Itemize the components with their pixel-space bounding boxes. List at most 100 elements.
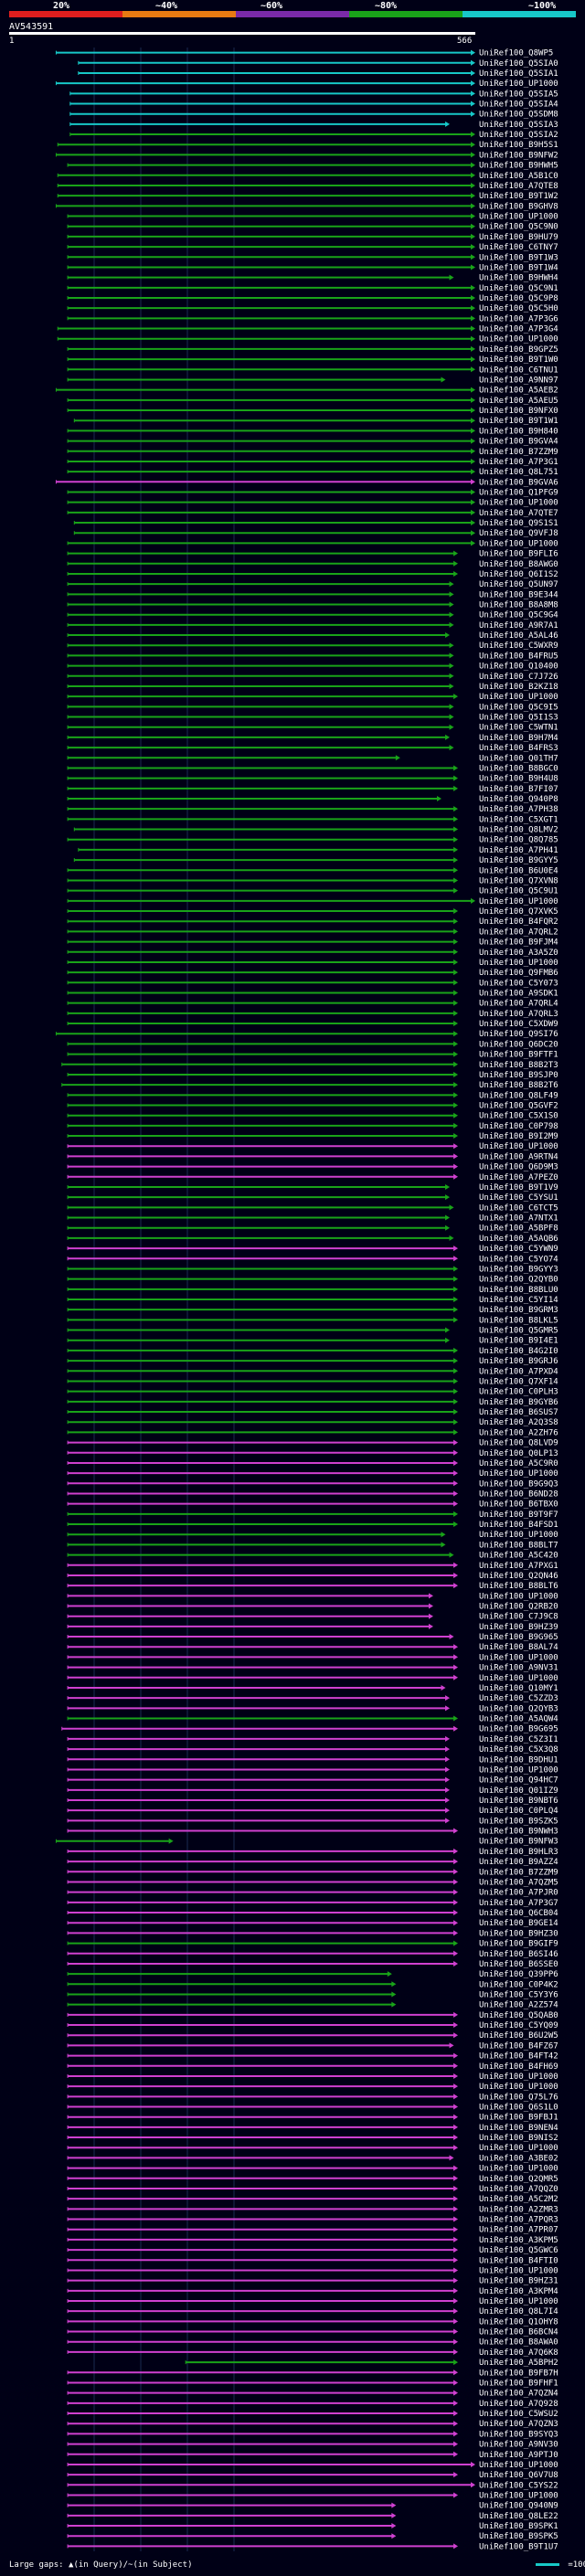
hit-row[interactable]: UniRef100_B9HWH5: [68, 162, 558, 171]
hit-row[interactable]: UniRef100_Q5C5H0: [68, 304, 558, 313]
hit-row[interactable]: UniRef100_A2ZH76: [68, 1428, 558, 1437]
hit-row[interactable]: UniRef100_Q2QYB3: [68, 1704, 558, 1713]
hit-row[interactable]: UniRef100_B6SSE0: [68, 1960, 558, 1969]
hit-row[interactable]: UniRef100_Q8WP5: [56, 49, 553, 58]
hit-row[interactable]: UniRef100_B6SUS7: [68, 1408, 558, 1417]
hit-row[interactable]: UniRef100_C5YQ09: [68, 2021, 558, 2030]
hit-row[interactable]: UniRef100_Q7XVN8: [68, 876, 558, 885]
hit-row[interactable]: UniRef100_Q8L7I4: [68, 2307, 558, 2316]
hit-row[interactable]: UniRef100_A7PEZ0: [68, 1173, 558, 1182]
hit-row[interactable]: UniRef100_B9SZK5: [68, 1817, 558, 1826]
hit-row[interactable]: UniRef100_A5C9R0: [68, 1459, 558, 1468]
hit-row[interactable]: UniRef100_A7QRL2: [68, 928, 558, 937]
hit-row[interactable]: UniRef100_Q6S1L0: [68, 2104, 558, 2113]
hit-row[interactable]: UniRef100_UP1000: [68, 2266, 558, 2275]
hit-row[interactable]: UniRef100_Q6D9M3: [68, 1163, 558, 1172]
hit-row[interactable]: UniRef100_B8AWA0: [68, 2338, 558, 2348]
hit-row[interactable]: UniRef100_Q7XF14: [68, 1377, 558, 1386]
hit-row[interactable]: UniRef100_Q1PFG9: [68, 488, 558, 497]
hit-row[interactable]: UniRef100_A7QZM5: [68, 1878, 558, 1887]
hit-row[interactable]: UniRef100_B9SYQ3: [68, 2430, 558, 2439]
hit-row[interactable]: UniRef100_B4FZ67: [68, 2041, 558, 2051]
hit-row[interactable]: UniRef100_B8AL74: [68, 1643, 558, 1652]
hit-row[interactable]: UniRef100_B9GYB6: [68, 1398, 558, 1407]
hit-row[interactable]: UniRef100_A3BE02: [68, 2154, 558, 2163]
hit-row[interactable]: UniRef100_Q5C9U1: [68, 887, 558, 896]
hit-row[interactable]: UniRef100_Q5SIA4: [70, 101, 558, 110]
hit-row[interactable]: UniRef100_Q8LMV2: [74, 826, 558, 835]
hit-row[interactable]: UniRef100_B9GPZ5: [68, 345, 558, 355]
hit-row[interactable]: UniRef100_Q6I1S2: [68, 570, 558, 579]
hit-row[interactable]: UniRef100_A5AL46: [68, 631, 558, 641]
hit-row[interactable]: UniRef100_UP1000: [68, 2072, 558, 2082]
hit-row[interactable]: UniRef100_B9T9F7: [68, 1511, 558, 1520]
hit-row[interactable]: UniRef100_Q5GWC6: [68, 2246, 558, 2255]
hit-row[interactable]: UniRef100_B9GVA6: [56, 478, 558, 487]
hit-row[interactable]: UniRef100_A7QTE7: [68, 509, 558, 518]
hit-row[interactable]: UniRef100_B9GYY3: [68, 1265, 558, 1274]
hit-row[interactable]: UniRef100_C6TNU1: [68, 366, 558, 375]
hit-row[interactable]: UniRef100_A7QZN4: [68, 2390, 558, 2399]
hit-row[interactable]: UniRef100_Q94HC7: [68, 1776, 558, 1786]
hit-row[interactable]: UniRef100_C0P798: [68, 1122, 558, 1131]
hit-row[interactable]: UniRef100_Q6DC20: [68, 1040, 558, 1049]
hit-row[interactable]: UniRef100_B9AZZ4: [68, 1858, 558, 1867]
hit-row[interactable]: UniRef100_B8BLT6: [68, 1582, 558, 1591]
hit-row[interactable]: UniRef100_Q8Q785: [68, 836, 558, 845]
hit-row[interactable]: UniRef100_B9T1U7: [68, 2542, 558, 2551]
hit-row[interactable]: UniRef100_B8B2T3: [62, 1061, 558, 1070]
hit-row[interactable]: UniRef100_Q9SI76: [56, 1030, 558, 1039]
hit-row[interactable]: UniRef100_A7PJR0: [68, 1889, 558, 1898]
hit-row[interactable]: UniRef100_A5BPF8: [68, 1224, 558, 1234]
hit-row[interactable]: UniRef100_A7PR07: [68, 2226, 558, 2235]
hit-row[interactable]: UniRef100_A9R7A1: [68, 621, 558, 631]
hit-row[interactable]: UniRef100_Q8LVD9: [68, 1439, 558, 1448]
hit-row[interactable]: UniRef100_B9G9Q3: [68, 1479, 558, 1489]
hit-row[interactable]: UniRef100_Q9FMB6: [68, 969, 558, 978]
hit-row[interactable]: UniRef100_C0P4K2: [68, 1980, 558, 1989]
hit-row[interactable]: UniRef100_A5AQW4: [68, 1715, 558, 1724]
hit-row[interactable]: UniRef100_UP1000: [68, 1142, 558, 1151]
hit-row[interactable]: UniRef100_B9H5S1: [58, 141, 558, 150]
hit-row[interactable]: UniRef100_Q5SIA2: [70, 131, 558, 140]
hit-row[interactable]: UniRef100_UP1000: [68, 693, 558, 702]
hit-row[interactable]: UniRef100_C7J726: [68, 673, 558, 682]
hit-row[interactable]: UniRef100_B9HWH4: [68, 274, 558, 283]
hit-row[interactable]: UniRef100_UP1000: [68, 2461, 558, 2470]
hit-row[interactable]: UniRef100_Q5C9N0: [68, 223, 558, 232]
hit-row[interactable]: UniRef100_A3KPM4: [68, 2287, 558, 2296]
hit-row[interactable]: UniRef100_B9GVA4: [68, 438, 558, 447]
hit-row[interactable]: UniRef100_A5B1C0: [58, 172, 558, 181]
hit-row[interactable]: UniRef100_A7QRL4: [68, 1000, 558, 1009]
hit-row[interactable]: UniRef100_Q5C9N1: [68, 284, 558, 293]
hit-row[interactable]: UniRef100_UP1000: [68, 897, 558, 906]
hit-row[interactable]: UniRef100_A5AQB6: [68, 1235, 558, 1244]
hit-row[interactable]: UniRef100_B7FI07: [68, 785, 558, 794]
hit-row[interactable]: UniRef100_B8BLU0: [68, 1286, 558, 1295]
hit-row[interactable]: UniRef100_B9T1W2: [58, 192, 558, 201]
hit-row[interactable]: UniRef100_UP1000: [58, 335, 558, 345]
hit-row[interactable]: UniRef100_UP1000: [68, 1469, 558, 1479]
hit-row[interactable]: UniRef100_A7PXG1: [68, 1562, 558, 1571]
hit-row[interactable]: UniRef100_C5YO74: [68, 1255, 558, 1264]
hit-row[interactable]: UniRef100_A9RTN4: [68, 1152, 558, 1161]
hit-row[interactable]: UniRef100_Q2QMR5: [68, 2175, 558, 2184]
hit-row[interactable]: UniRef100_Q5C9P8: [68, 294, 558, 303]
hit-row[interactable]: UniRef100_B4FRU5: [68, 652, 558, 661]
hit-row[interactable]: UniRef100_A7PXD4: [68, 1367, 558, 1376]
hit-row[interactable]: UniRef100_B9HZ39: [68, 1623, 558, 1632]
hit-row[interactable]: UniRef100_A7Q928: [68, 2400, 558, 2409]
hit-row[interactable]: UniRef100_Q5UN97: [68, 580, 558, 589]
hit-row[interactable]: UniRef100_C5Y073: [68, 979, 558, 988]
hit-row[interactable]: UniRef100_A7NTX1: [68, 1214, 558, 1224]
hit-row[interactable]: UniRef100_A5C420: [68, 1552, 558, 1561]
hit-row[interactable]: UniRef100_B4FRS3: [68, 744, 558, 753]
hit-row[interactable]: UniRef100_B9G695: [62, 1725, 558, 1734]
hit-row[interactable]: UniRef100_B4FSD1: [68, 1521, 558, 1530]
hit-row[interactable]: UniRef100_C5YI14: [68, 1296, 558, 1305]
hit-row[interactable]: UniRef100_A7P3G4: [58, 325, 558, 334]
hit-row[interactable]: UniRef100_Q5C9I5: [68, 703, 558, 712]
hit-row[interactable]: UniRef100_UP1000: [68, 2491, 558, 2500]
hit-row[interactable]: UniRef100_B9I4E1: [68, 1337, 558, 1346]
hit-row[interactable]: UniRef100_UP1000: [68, 499, 558, 508]
